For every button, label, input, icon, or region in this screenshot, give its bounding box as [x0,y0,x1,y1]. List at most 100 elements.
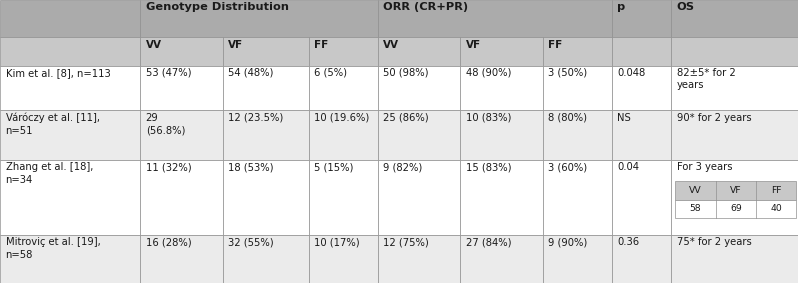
Text: Genotype Distribution: Genotype Distribution [146,2,289,12]
Text: ORR (CR+PR): ORR (CR+PR) [383,2,468,12]
Bar [460,235,543,283]
Text: 10 (83%): 10 (83%) [466,113,512,123]
Text: 53 (47%): 53 (47%) [146,68,192,78]
Text: 0.048: 0.048 [618,68,646,78]
Text: VV: VV [146,40,162,50]
Bar [671,235,798,283]
Bar [309,235,377,283]
Bar [140,235,223,283]
Bar [671,66,798,110]
Text: 5 (15%): 5 (15%) [314,162,354,172]
Bar [671,110,798,160]
Bar [612,0,671,37]
Text: 15 (83%): 15 (83%) [466,162,512,172]
Text: NS: NS [618,113,631,123]
Text: VF: VF [228,40,243,50]
Text: 50 (98%): 50 (98%) [383,68,429,78]
Text: 69: 69 [730,204,741,213]
Text: For 3 years: For 3 years [677,162,733,172]
Text: p: p [618,2,626,12]
Bar [223,235,309,283]
Bar [0,66,140,110]
Bar [140,0,377,37]
Bar [675,181,796,200]
Bar [140,37,223,66]
Text: 25 (86%): 25 (86%) [383,113,429,123]
Text: 90* for 2 years: 90* for 2 years [677,113,752,123]
Bar [460,66,543,110]
Bar [309,110,377,160]
Bar [0,110,140,160]
Text: 40: 40 [770,204,782,213]
Text: 27 (84%): 27 (84%) [466,237,512,247]
Bar [460,110,543,160]
Bar [543,235,612,283]
Bar [0,0,140,37]
Bar [543,160,612,235]
Text: 8 (80%): 8 (80%) [548,113,587,123]
Text: Zhang et al. [18],
n=34: Zhang et al. [18], n=34 [6,162,93,185]
Bar [671,37,798,66]
Bar [140,160,223,235]
Text: Mitroviç et al. [19],
n=58: Mitroviç et al. [19], n=58 [6,237,101,260]
Text: 12 (23.5%): 12 (23.5%) [228,113,283,123]
Text: 3 (60%): 3 (60%) [548,162,587,172]
Bar [223,37,309,66]
Text: OS: OS [677,2,695,12]
Bar [377,37,460,66]
Text: FF: FF [314,40,329,50]
Bar [612,37,671,66]
Bar [140,66,223,110]
Text: VF: VF [730,186,741,195]
Text: 10 (19.6%): 10 (19.6%) [314,113,369,123]
Text: 16 (28%): 16 (28%) [146,237,192,247]
Text: 9 (90%): 9 (90%) [548,237,587,247]
Text: 0.36: 0.36 [618,237,639,247]
Bar [0,160,140,235]
Bar [223,160,309,235]
Bar [0,235,140,283]
Text: VF: VF [466,40,481,50]
Text: 82±5* for 2
years: 82±5* for 2 years [677,68,736,90]
Text: 9 (82%): 9 (82%) [383,162,423,172]
Text: 0.04: 0.04 [618,162,639,172]
Text: 3 (50%): 3 (50%) [548,68,587,78]
Text: 32 (55%): 32 (55%) [228,237,274,247]
Text: 54 (48%): 54 (48%) [228,68,274,78]
Bar [309,160,377,235]
Bar [612,160,671,235]
Text: 6 (5%): 6 (5%) [314,68,347,78]
Text: Kim et al. [8], n=113: Kim et al. [8], n=113 [6,68,110,78]
Text: 58: 58 [689,204,701,213]
Bar [377,110,460,160]
Text: FF: FF [771,186,781,195]
Bar [543,37,612,66]
Bar [460,160,543,235]
Bar [612,110,671,160]
Bar [309,37,377,66]
Bar [671,160,798,235]
Bar [543,110,612,160]
Text: 12 (75%): 12 (75%) [383,237,429,247]
Bar [675,200,796,218]
Text: 75* for 2 years: 75* for 2 years [677,237,752,247]
Text: 18 (53%): 18 (53%) [228,162,274,172]
Bar [0,37,140,66]
Text: VV: VV [383,40,399,50]
Bar [223,110,309,160]
Bar [377,66,460,110]
Bar [612,235,671,283]
Text: 48 (90%): 48 (90%) [466,68,512,78]
Text: VV: VV [689,186,701,195]
Bar [377,235,460,283]
Bar [223,66,309,110]
Bar [309,66,377,110]
Bar [140,110,223,160]
Bar [377,160,460,235]
Bar [460,37,543,66]
Bar [671,0,798,37]
Text: 29
(56.8%): 29 (56.8%) [146,113,185,135]
Text: FF: FF [548,40,563,50]
Text: 10 (17%): 10 (17%) [314,237,360,247]
Bar [612,66,671,110]
